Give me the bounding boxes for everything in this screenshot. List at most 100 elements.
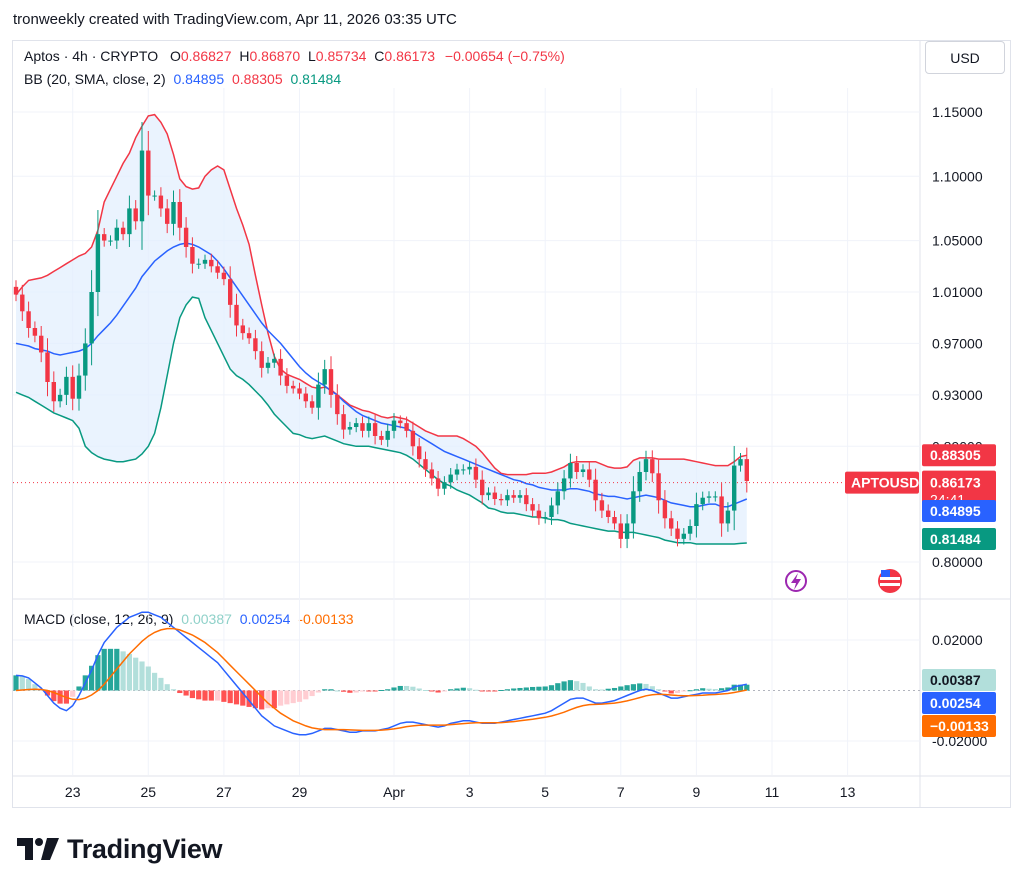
macd-histogram-bar (504, 689, 510, 691)
macd-histogram-bar (246, 690, 252, 707)
time-tick-label: 7 (617, 784, 625, 800)
macd-hist-tag: 0.00387 (930, 672, 981, 688)
macd-histogram-bar (107, 648, 114, 691)
candle-body (51, 382, 56, 402)
macd-histogram-bar (523, 687, 529, 691)
bb-label[interactable]: BB (20, SMA, close, 2) (24, 71, 166, 87)
macd-histogram-bar (517, 687, 523, 691)
candle-body (385, 430, 390, 440)
candle-body (517, 495, 523, 498)
bb-basis-line (15, 242, 748, 508)
candle-body (209, 259, 214, 267)
macd-histogram-bar (133, 657, 139, 691)
macd-histogram-bar (536, 686, 542, 691)
macd-histogram-bar (593, 689, 599, 691)
candle-body (379, 436, 384, 440)
candle-body (744, 459, 749, 481)
price-tick-label: 0.97000 (932, 335, 983, 351)
change-value: −0.00654 (−0.75%) (444, 48, 565, 64)
macd-histogram-bar (259, 690, 265, 710)
macd-histogram-bar (485, 690, 492, 692)
macd-hist-tag-bg (922, 669, 996, 691)
time-tick-label: 13 (840, 784, 856, 800)
candle-body (297, 388, 302, 394)
macd-line-tag-bg (922, 692, 996, 714)
time-tick-label: 25 (141, 784, 157, 800)
candle-body (492, 492, 497, 499)
candle-body (687, 526, 693, 534)
candle-body (152, 195, 157, 197)
macd-line-tag: 0.00254 (930, 695, 981, 711)
candle-body (561, 478, 567, 492)
candle-body (70, 376, 75, 399)
macd-histogram-bar (662, 690, 668, 692)
candle-body (417, 446, 422, 460)
candle-body (284, 375, 290, 386)
candle-body (259, 351, 264, 368)
candle-body (114, 227, 119, 241)
macd-signal-tag-bg (922, 715, 996, 737)
macd-histogram-bar (152, 672, 158, 691)
macd-histogram-bar (410, 686, 416, 691)
macd-histogram-bar (511, 688, 517, 691)
candle-body (309, 401, 315, 408)
macd-histogram-bar (44, 690, 51, 696)
candle-body (177, 202, 182, 228)
price-tick-label: 0.80000 (932, 554, 983, 570)
macd-histogram-bar (95, 655, 101, 691)
candle-body (366, 423, 371, 431)
candle-body (278, 358, 283, 376)
candle-body (606, 510, 611, 517)
macd-histogram-bar (296, 690, 303, 702)
macd-histogram-bar (637, 683, 643, 691)
macd-histogram-bar (265, 690, 271, 709)
candle-body (102, 234, 107, 241)
high-label: H (239, 48, 250, 64)
macd-histogram-bar (341, 690, 347, 692)
macd-histogram-bar (668, 690, 674, 694)
chart-frame (12, 40, 1011, 808)
candle-body (13, 286, 19, 295)
candle-body (637, 472, 642, 492)
candle-body (240, 325, 245, 334)
bb-upper-line (15, 113, 747, 476)
candle-body (196, 263, 201, 265)
macd-signal-line (15, 627, 747, 732)
last-price-tag: 0.86173 (930, 475, 981, 491)
candle-body (631, 491, 636, 524)
candle-body (83, 343, 88, 376)
time-tick-label: 29 (292, 784, 308, 800)
macd-histogram-bar (618, 686, 624, 691)
candle-body (435, 478, 441, 489)
macd-histogram-bar (57, 690, 63, 704)
bollinger-legend: BB (20, SMA, close, 2) 0.84895 0.88305 0… (24, 71, 341, 87)
macd-histogram-bar (322, 689, 328, 691)
macd-histogram-bar (372, 690, 378, 692)
macd-signal-value: -0.00133 (298, 611, 354, 627)
candle-body (511, 495, 516, 498)
candle-body (139, 150, 145, 222)
symbol-label[interactable]: Aptos · 4h · CRYPTO (24, 48, 159, 64)
price-tick-label: 1.01000 (932, 284, 983, 300)
macd-histogram-bar (737, 684, 744, 691)
flag-canton-icon (881, 570, 890, 577)
candle-body (473, 466, 479, 480)
macd-histogram-bar (574, 681, 580, 691)
macd-histogram-bar (422, 689, 429, 691)
candle-body (423, 459, 428, 470)
macd-histogram-bar (555, 683, 561, 691)
currency-button[interactable]: USD (925, 41, 1005, 74)
candle-body (45, 352, 50, 382)
candle-body (448, 474, 453, 483)
bb-basis-value: 0.84895 (173, 71, 225, 87)
macd-histogram-bar (189, 690, 195, 699)
candle-body (694, 504, 699, 526)
macd-histogram-bar (530, 686, 536, 691)
candle-body (76, 375, 82, 399)
candle-body (461, 469, 466, 471)
candle-body (656, 473, 661, 501)
flag-stripe-icon (880, 577, 900, 580)
macd-histogram-bar (120, 651, 126, 691)
candle-body (549, 505, 554, 517)
